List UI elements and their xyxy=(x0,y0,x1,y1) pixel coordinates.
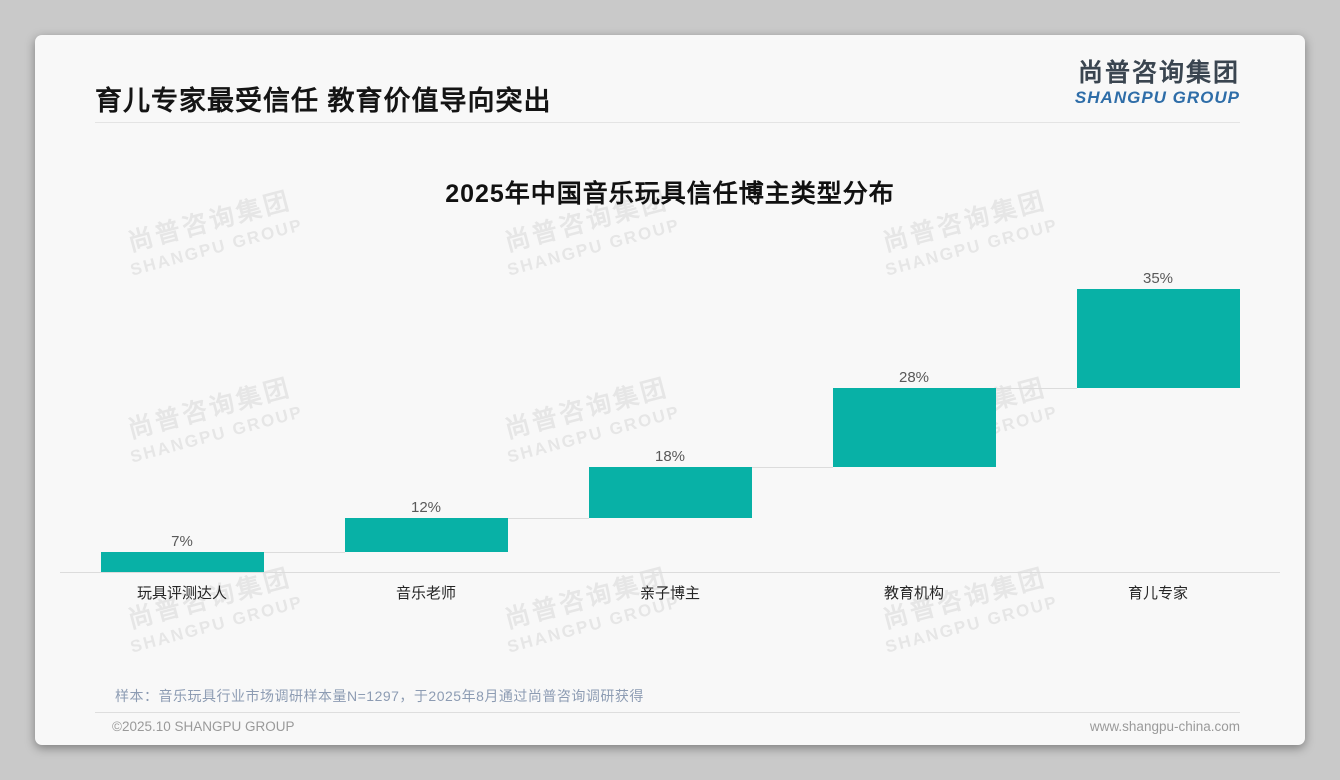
bar-category-label: 育儿专家 xyxy=(1127,585,1188,602)
chart-title: 2025年中国音乐玩具信任博主类型分布 xyxy=(445,180,895,208)
page-title: 育儿专家最受信任 教育价值导向突出 xyxy=(95,86,552,116)
logo-chinese-name: 尚普咨询集团 xyxy=(1077,59,1240,87)
company-logo: 尚普咨询集团 SHANGPU GROUP xyxy=(1075,59,1240,107)
waterfall-chart: 7% 玩具评测达人 12% 音乐老师 18% 亲子博主 28% 教育机构 35% 育儿专家 xyxy=(35,35,1305,745)
bar-value-label: 28% xyxy=(898,369,930,387)
step-connector-line xyxy=(507,518,589,520)
bar-category-label: 亲子博主 xyxy=(639,585,700,602)
bar-value-label: 7% xyxy=(171,533,193,551)
bar-5 xyxy=(1076,289,1240,389)
footer-divider xyxy=(95,712,1240,713)
step-connector-line xyxy=(751,467,833,469)
bar-category-label: 音乐老师 xyxy=(395,585,456,602)
bar-1 xyxy=(100,552,264,572)
sample-note: 样本：音乐玩具行业市场调研样本量N=1297，于2025年8月通过尚普咨询调研获… xyxy=(115,688,644,704)
step-connector-line xyxy=(263,552,345,554)
bar-3 xyxy=(588,467,752,519)
bar-value-label: 35% xyxy=(1142,270,1174,287)
slide-card: 尚普咨询集团 SHANGPU GROUP 尚普咨询集团 SHANGPU GROUP 尚普… xyxy=(35,35,1305,745)
logo-english-name: SHANGPU GROUP xyxy=(1074,88,1240,107)
bar-category-label: 教育机构 xyxy=(883,585,944,602)
bar-value-label: 18% xyxy=(654,448,686,466)
website-url: www.shangpu-china.com xyxy=(1089,719,1240,734)
bar-value-label: 12% xyxy=(410,499,442,517)
step-connector-line xyxy=(995,388,1077,390)
copyright-text: ©2025.10 SHANGPU GROUP xyxy=(112,719,295,734)
bar-2 xyxy=(344,518,508,553)
bar-category-label: 玩具评测达人 xyxy=(136,585,227,602)
x-axis-line xyxy=(60,572,1280,573)
header-divider xyxy=(95,122,1240,123)
bar-4 xyxy=(832,388,996,468)
